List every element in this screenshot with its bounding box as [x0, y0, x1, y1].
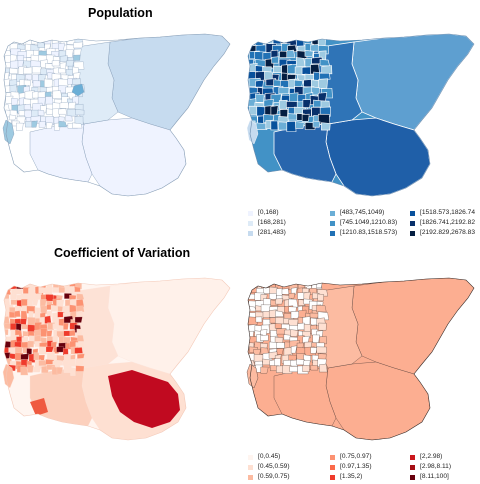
- cv-title: Coefficient of Variation: [54, 246, 191, 260]
- legend-swatch: [248, 464, 253, 470]
- legend-swatch: [248, 474, 253, 480]
- legend-entry: [2.98,8.11): [410, 462, 451, 472]
- legend-column: [0.75,0.97) [0.97,1.35) [1.35,2): [330, 452, 372, 483]
- legend-column: [0,0.45) [0.45,0.59) [0.59,0.75): [248, 452, 290, 483]
- legend-entry: [0.59,0.75): [248, 472, 290, 482]
- legend-swatch: [330, 220, 335, 226]
- legend-entry: [1826.741,2192.82: [410, 218, 475, 228]
- legend-swatch: [410, 220, 415, 226]
- population-legend: [0,168) [168,281) [281,483) [483,745,1049)[…: [248, 208, 480, 240]
- legend-entry: [1518.573,1826.74: [410, 208, 475, 218]
- legend-entry: [1210.83,1518.573): [330, 228, 397, 238]
- cv-map-classified: [246, 277, 475, 441]
- legend-label: [8.11,100]: [420, 473, 449, 481]
- legend-label: [0.75,0.97): [340, 453, 372, 460]
- population-map-classified: [246, 33, 475, 197]
- legend-entry: [8.11,100]: [410, 472, 451, 482]
- legend-swatch: [248, 220, 253, 226]
- legend-swatch: [410, 210, 415, 216]
- legend-label: [1518.573,1826.74: [420, 209, 476, 216]
- legend-label: [0.97,1.35): [340, 463, 372, 471]
- cv-legend: [0,0.45) [0.45,0.59) [0.59,0.75) [0.75,0.97…: [248, 452, 480, 484]
- legend-label: [1210.83,1518.573): [340, 229, 398, 237]
- legend-entry: [1.35,2): [330, 472, 372, 482]
- legend-entry: [0.45,0.59): [248, 462, 290, 472]
- legend-swatch: [330, 464, 335, 470]
- legend-swatch: [410, 464, 415, 470]
- legend-entry: [745.1049,1210.83): [330, 218, 397, 228]
- legend-entry: [0.75,0.97): [330, 452, 372, 462]
- legend-label: [0,0.45): [258, 453, 281, 460]
- legend-label: [168,281): [258, 219, 286, 227]
- legend-swatch: [410, 454, 415, 460]
- legend-entry: [2192.829,2678.83: [410, 228, 475, 238]
- legend-label: [0.45,0.59): [258, 463, 290, 471]
- legend-entry: [0,0.45): [248, 452, 290, 462]
- legend-swatch: [248, 454, 253, 460]
- legend-swatch: [248, 210, 253, 216]
- legend-entry: [0,168): [248, 208, 286, 218]
- legend-swatch: [330, 474, 335, 480]
- legend-label: [1.35,2): [340, 473, 363, 481]
- legend-label: [2,2.98): [420, 453, 443, 460]
- legend-entry: [168,281): [248, 218, 286, 228]
- legend-label: [281,483): [258, 229, 286, 237]
- legend-label: [745.1049,1210.83): [340, 219, 398, 227]
- legend-entry: [0.97,1.35): [330, 462, 372, 472]
- legend-label: [2192.829,2678.83: [420, 229, 476, 237]
- legend-column: [2,2.98) [2.98,8.11) [8.11,100]: [410, 452, 451, 483]
- legend-swatch: [330, 454, 335, 460]
- legend-column: [1518.573,1826.74 [1826.741,2192.82 [2192.…: [410, 208, 475, 239]
- population-map-light: [2, 33, 231, 197]
- legend-label: [1826.741,2192.82: [420, 219, 476, 227]
- legend-swatch: [248, 230, 253, 236]
- legend-swatch: [330, 230, 335, 236]
- legend-entry: [281,483): [248, 228, 286, 238]
- cv-map-continuous: [2, 277, 231, 441]
- legend-entry: [2,2.98): [410, 452, 451, 462]
- legend-label: [0.59,0.75): [258, 473, 290, 481]
- legend-label: [2.98,8.11): [420, 463, 452, 471]
- legend-label: [0,168): [258, 209, 279, 216]
- legend-swatch: [330, 210, 335, 216]
- population-title: Population: [88, 6, 153, 20]
- legend-column: [0,168) [168,281) [281,483): [248, 208, 286, 239]
- legend-column: [483,745,1049) [745.1049,1210.83) [1210.83…: [330, 208, 397, 239]
- legend-swatch: [410, 230, 415, 236]
- legend-label: [483,745,1049): [340, 209, 385, 216]
- legend-swatch: [410, 474, 415, 480]
- legend-entry: [483,745,1049): [330, 208, 397, 218]
